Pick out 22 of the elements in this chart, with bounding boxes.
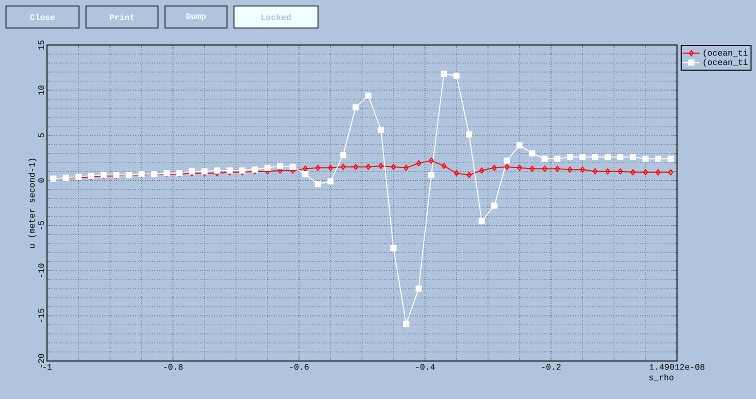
y-axis-title: u (meter second-1) bbox=[28, 158, 36, 248]
y-tick-label: 15 bbox=[38, 40, 44, 50]
x-tick-label: -0.8 bbox=[164, 364, 183, 370]
y-tick-label: -15 bbox=[38, 308, 44, 322]
x-tick-label: -0.2 bbox=[542, 364, 561, 370]
y-tick-label: -5 bbox=[38, 221, 44, 230]
x-tick-label: -1 bbox=[43, 364, 52, 370]
text: Close bbox=[30, 14, 55, 20]
x-tick-label: -0.6 bbox=[290, 364, 309, 370]
y-tick-label: 5 bbox=[38, 133, 44, 138]
x-tick-label: -0.4 bbox=[416, 364, 435, 370]
x-axis-title: s_rho bbox=[649, 374, 674, 382]
text: Dump bbox=[186, 13, 206, 21]
legend-label: (ocean_ti bbox=[704, 58, 748, 67]
x-tick-label: 1.49012e-08 bbox=[650, 364, 704, 370]
y-tick-label: -10 bbox=[38, 264, 44, 277]
legend-label: (ocean_ti bbox=[704, 49, 748, 58]
y-tick-label: 0 bbox=[38, 178, 44, 182]
y-tick-label: -20 bbox=[38, 354, 44, 368]
text: Print bbox=[110, 14, 134, 20]
text: Locked bbox=[262, 14, 291, 20]
y-tick-label: 10 bbox=[38, 86, 44, 95]
